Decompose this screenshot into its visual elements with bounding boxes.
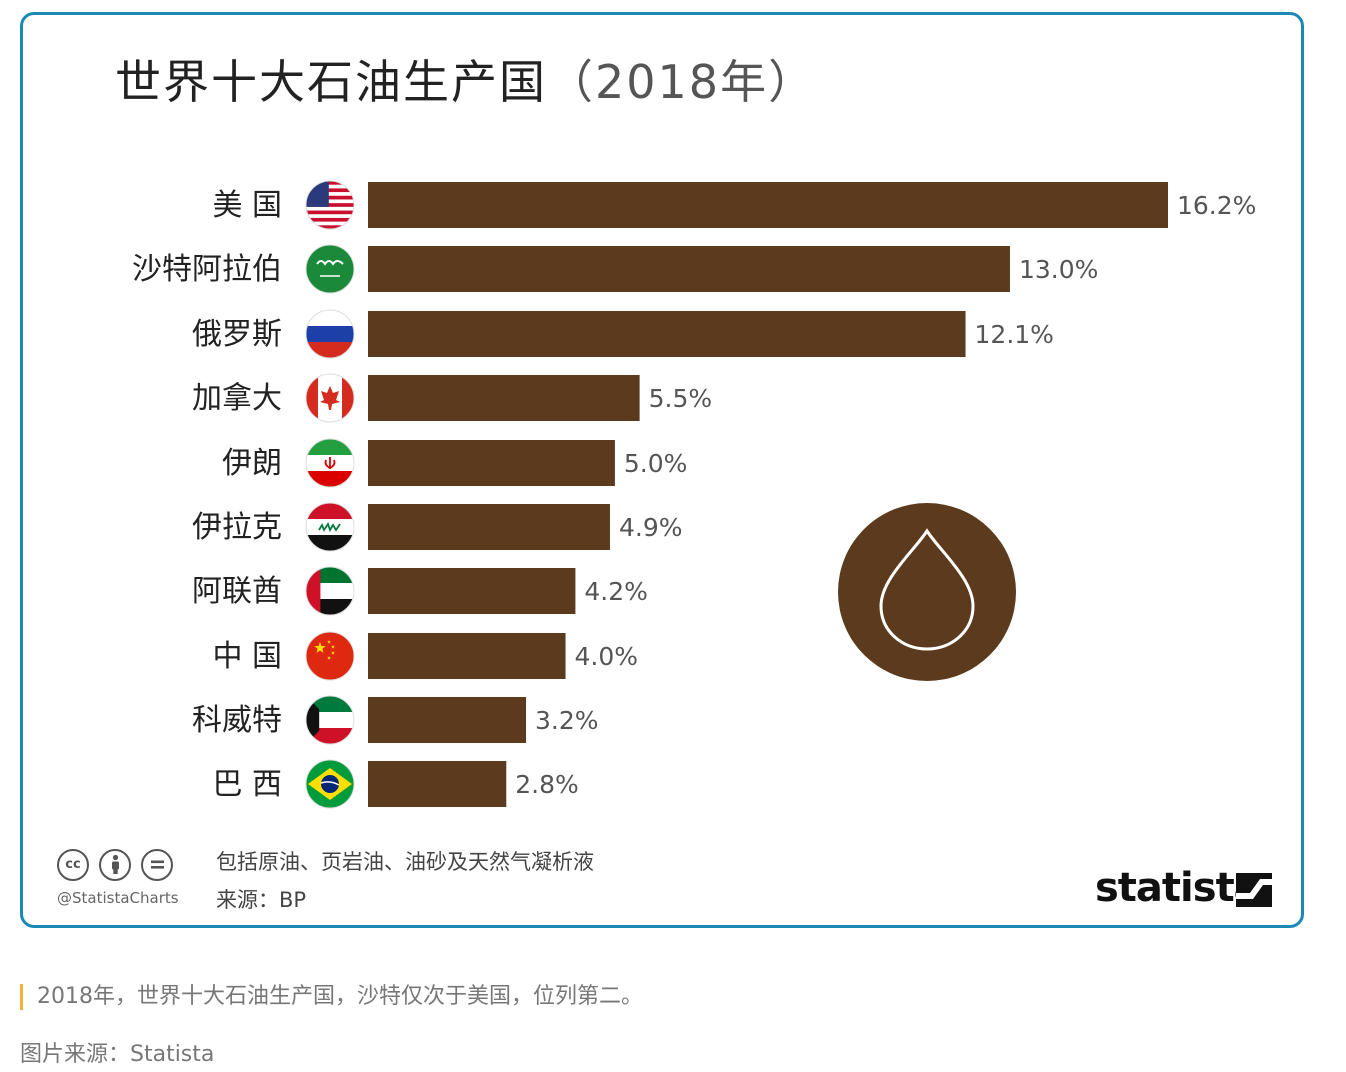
category-label-bg	[108, 697, 298, 743]
chart-title-text: 世界十大石油生产国	[115, 55, 547, 109]
category-label: 沙特阿拉伯	[132, 252, 282, 287]
data-label: 3.2%	[535, 706, 599, 735]
category-label-bg	[108, 311, 298, 357]
data-label: 5.0%	[624, 449, 688, 478]
data-label: 4.9%	[619, 513, 683, 542]
chart-title: 世界十大石油生产国（2018年）	[115, 46, 816, 112]
data-label: 16.2%	[1177, 191, 1256, 220]
data-label: 12.1%	[975, 320, 1054, 349]
flag-outline	[305, 631, 355, 681]
license-icons: cc	[57, 849, 187, 885]
bar	[368, 761, 507, 807]
image-credit: 图片来源：Statista	[20, 1042, 215, 1067]
oil-drop-icon	[879, 528, 975, 651]
flag-outline	[305, 438, 355, 488]
category-label: 美 国	[212, 188, 282, 223]
category-label: 科威特	[192, 703, 282, 738]
flag-outline	[305, 759, 355, 809]
flag-outline	[305, 502, 355, 552]
data-label: 5.5%	[649, 384, 713, 413]
nd-icon	[141, 849, 173, 881]
brazil-flag-icon	[306, 760, 354, 808]
flag-outline	[305, 244, 355, 294]
bar	[368, 375, 640, 421]
category-label-bg	[108, 761, 298, 807]
category-label-bg	[108, 504, 298, 550]
flag-outline	[305, 695, 355, 745]
china-flag-icon	[306, 632, 354, 680]
bar	[368, 182, 1168, 228]
bar	[368, 633, 566, 679]
category-label: 巴 西	[212, 767, 282, 802]
category-label: 伊拉克	[192, 510, 282, 545]
data-label: 4.0%	[575, 642, 639, 671]
iran-flag-icon	[306, 439, 354, 487]
category-label-bg	[108, 633, 298, 679]
category-label-bg	[108, 440, 298, 486]
data-label: 4.2%	[584, 577, 648, 606]
bar	[368, 311, 966, 357]
bar	[368, 697, 527, 743]
category-label-bg	[108, 182, 298, 228]
data-label: 2.8%	[515, 770, 579, 799]
us-flag-icon	[306, 181, 354, 229]
saudi-arabia-flag-icon	[306, 245, 354, 293]
category-label: 加拿大	[192, 381, 282, 416]
bar	[368, 568, 576, 614]
category-label-bg	[108, 375, 298, 421]
category-label: 阿联酋	[192, 574, 282, 609]
iraq-flag-icon	[306, 503, 354, 551]
oil-drop-badge	[838, 503, 1016, 681]
category-label: 俄罗斯	[192, 317, 282, 352]
category-label-bg	[108, 568, 298, 614]
bar	[368, 246, 1010, 292]
bar	[368, 440, 615, 486]
statista-logo-text: statista	[1095, 865, 1261, 911]
data-label: 13.0%	[1019, 255, 1098, 284]
chart-title-year: （2018年）	[547, 55, 817, 109]
article-caption: 2018年，世界十大石油生产国，沙特仅次于美国，位列第二。	[20, 984, 643, 1010]
category-label: 伊朗	[222, 446, 282, 481]
statista-handle: @StatistaCharts	[57, 889, 179, 907]
category-label-bg	[108, 246, 298, 292]
russia-flag-icon	[306, 310, 354, 358]
flag-outline	[305, 309, 355, 359]
by-icon	[99, 849, 131, 881]
source-note: 来源：BP	[216, 888, 307, 912]
flag-outline	[305, 180, 355, 230]
flag-outline	[305, 373, 355, 423]
category-label: 中 国	[212, 639, 282, 674]
statista-logo-icon	[1236, 873, 1272, 907]
footnote: 包括原油、页岩油、油砂及天然气凝析液	[216, 850, 594, 874]
bar	[368, 504, 610, 550]
cc-icon: cc	[57, 849, 89, 881]
flag-outline	[305, 566, 355, 616]
